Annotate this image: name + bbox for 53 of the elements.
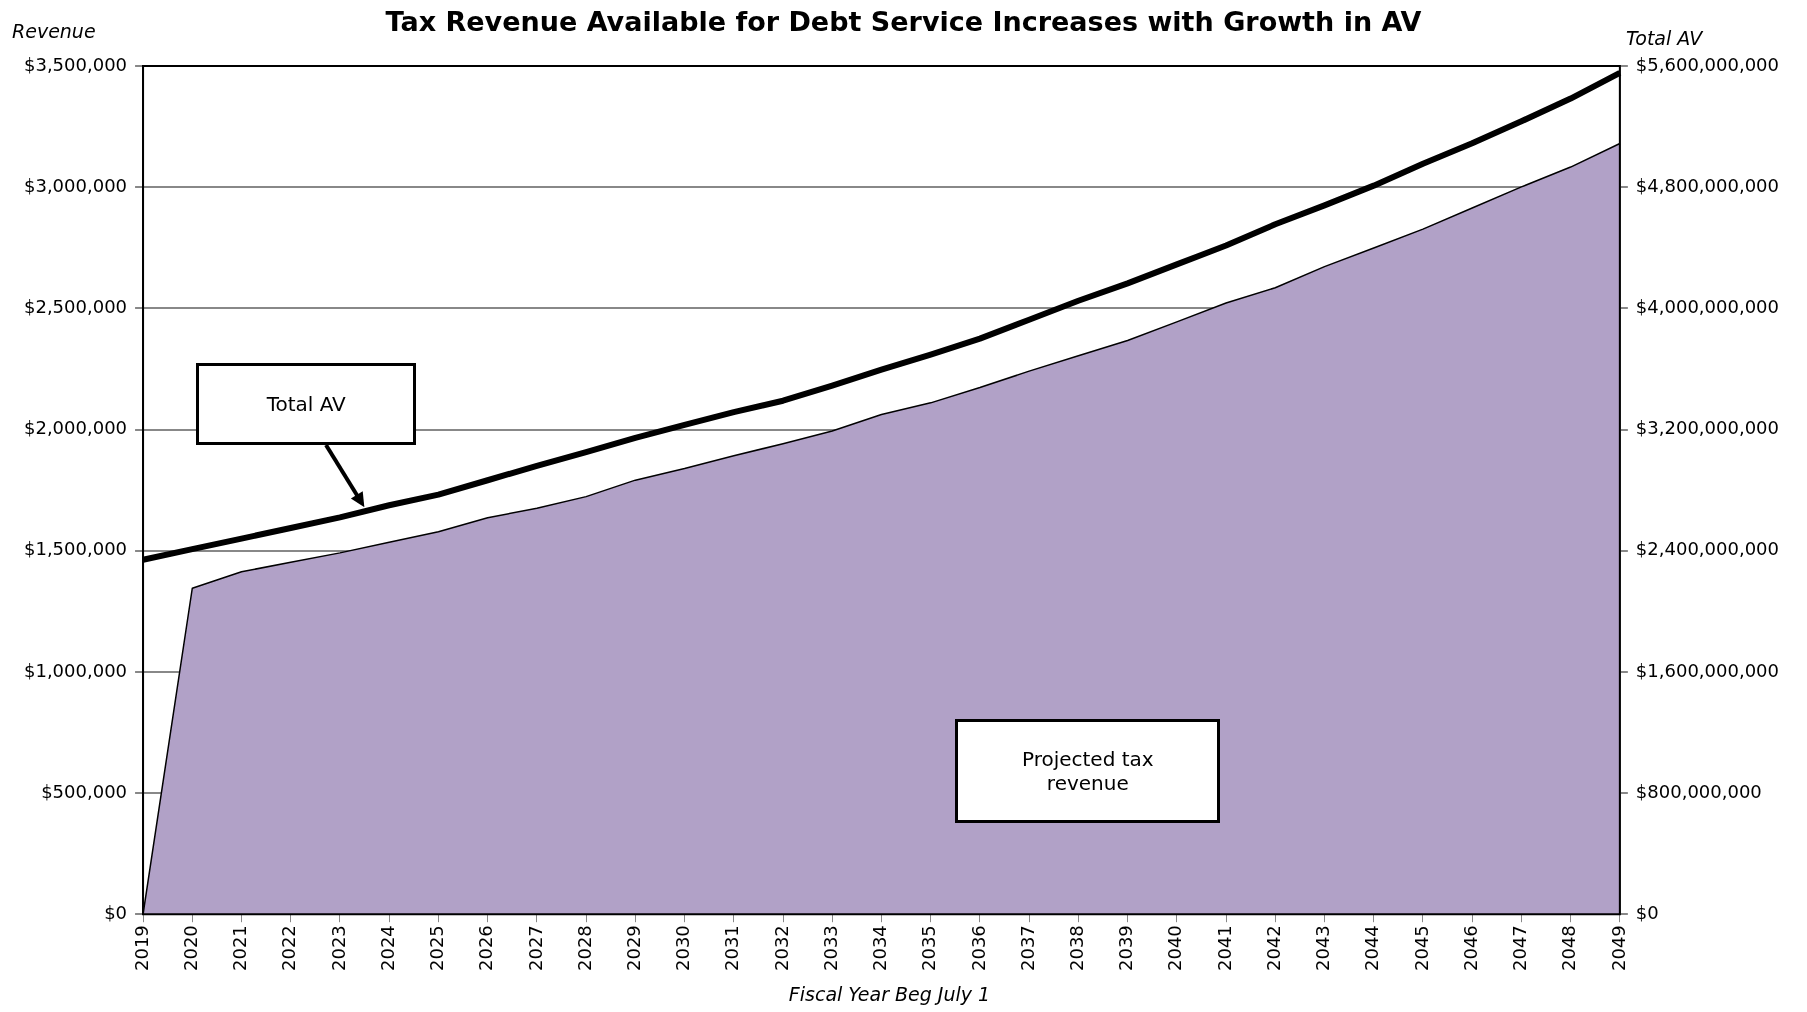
x-tick-label: 2042: [1262, 925, 1284, 971]
x-tick-label: 2037: [1016, 925, 1038, 971]
y2-tick-label: $5,600,000,000: [1635, 53, 1779, 75]
callout-box: Total AV: [196, 362, 417, 445]
y2-tick-label: $4,800,000,000: [1635, 174, 1779, 196]
y-tick-label: $500,000: [41, 780, 128, 802]
x-tick-label: 2045: [1410, 925, 1432, 971]
x-tick-label: 2029: [623, 925, 644, 971]
x-tick-label: 2047: [1509, 925, 1531, 971]
x-tick-label: 2033: [819, 925, 841, 971]
x-tick-label: 2039: [1115, 925, 1137, 971]
x-tick-label: 2043: [1312, 925, 1334, 971]
y-tick-label: $2,000,000: [24, 417, 128, 439]
x-tick-label: 2038: [1066, 925, 1088, 971]
x-tick-label: 2027: [524, 925, 546, 971]
y2-tick-label: $1,600,000,000: [1635, 659, 1779, 681]
x-axis-title: Fiscal Year Beg July 1: [787, 983, 992, 1005]
y2-tick-label: $0: [1635, 901, 1659, 923]
callout-box: Projected tax revenue: [955, 719, 1221, 824]
x-tick-label: 2030: [672, 925, 694, 971]
x-tick-label: 2021: [229, 925, 251, 971]
x-tick-label: 2046: [1459, 925, 1481, 971]
y2-tick-label: $4,000,000,000: [1635, 296, 1779, 318]
y2-axis-title: Total AV: [1626, 27, 1703, 49]
x-tick-label: 2040: [1164, 925, 1186, 971]
x-tick-label: 2031: [721, 925, 743, 971]
x-tick-label: 2024: [376, 925, 398, 971]
x-tick-label: 2022: [278, 925, 300, 971]
x-tick-label: 2023: [327, 925, 349, 971]
x-tick-label: 2044: [1361, 925, 1383, 971]
y-tick-label: $0: [104, 901, 128, 923]
y-tick-label: $1,000,000: [24, 659, 128, 681]
y-tick-label: $3,000,000: [24, 174, 128, 196]
y-tick-label: $2,500,000: [24, 296, 128, 318]
x-tick-label: 2049: [1607, 925, 1629, 971]
x-tick-label: 2048: [1558, 925, 1580, 971]
x-tick-label: 2025: [426, 925, 448, 971]
x-tick-label: 2032: [770, 925, 792, 971]
x-tick-label: 2020: [179, 925, 201, 971]
y2-tick-label: $3,200,000,000: [1635, 417, 1779, 439]
x-tick-label: 2028: [573, 925, 595, 971]
y2-tick-label: $800,000,000: [1635, 780, 1762, 802]
chart-title: Tax Revenue Available for Debt Service Increases with Growth in AV: [385, 6, 1422, 37]
x-tick-label: 2034: [869, 925, 891, 971]
x-tick-label: 2035: [918, 925, 940, 971]
y-axis-title: Revenue: [12, 20, 96, 42]
y-tick-label: $3,500,000: [24, 53, 128, 75]
x-tick-label: 2026: [475, 925, 497, 971]
x-tick-label: 2041: [1213, 925, 1235, 971]
x-tick-label: 2036: [967, 925, 989, 971]
y-tick-label: $1,500,000: [24, 538, 128, 560]
x-tick-label: 2019: [130, 925, 152, 971]
y2-tick-label: $2,400,000,000: [1635, 538, 1779, 560]
